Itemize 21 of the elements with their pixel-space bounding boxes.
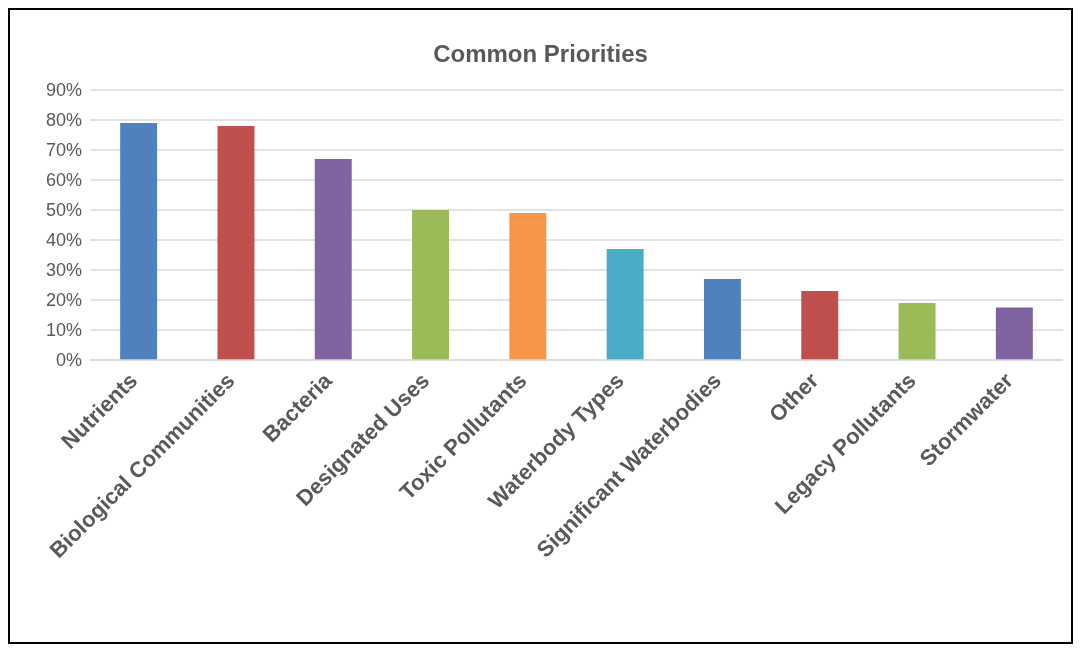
y-tick-label: 60% — [45, 170, 82, 191]
bar — [801, 291, 839, 360]
bar — [703, 279, 741, 360]
bar — [898, 303, 936, 360]
chart-title: Common Priorities — [432, 40, 649, 68]
bar — [509, 213, 547, 360]
bar — [995, 307, 1033, 360]
bar — [314, 159, 352, 360]
y-tick-label: 50% — [45, 200, 82, 221]
bar — [217, 126, 255, 360]
y-tick-label: 70% — [45, 140, 82, 161]
bar — [120, 123, 158, 360]
bar — [606, 249, 644, 360]
y-tick-label: 80% — [45, 110, 82, 131]
bar — [412, 210, 450, 360]
y-tick-label: 0% — [55, 350, 82, 371]
y-tick-label: 10% — [45, 320, 82, 341]
y-tick-label: 30% — [45, 260, 82, 281]
y-tick-label: 90% — [45, 80, 82, 101]
y-tick-label: 20% — [45, 290, 82, 311]
y-tick-label: 40% — [45, 230, 82, 251]
